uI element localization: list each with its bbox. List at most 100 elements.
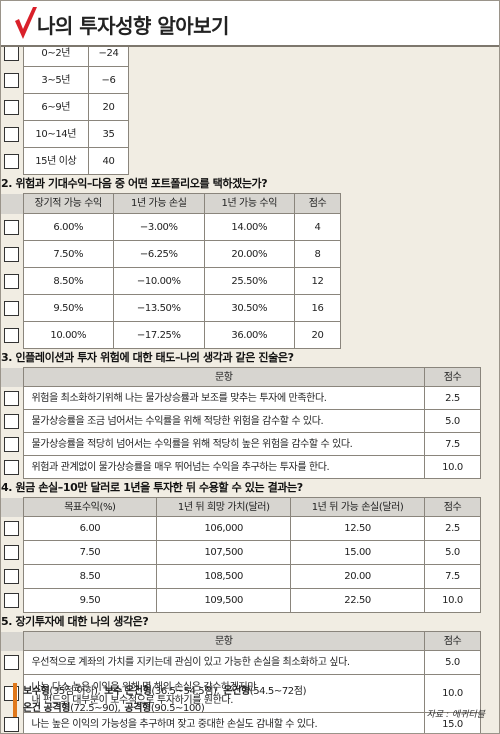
legend-name: 보수 온건형	[104, 686, 152, 697]
checkbox	[4, 45, 20, 61]
checkbox	[4, 545, 20, 560]
legend-range: (72.5~90),	[70, 703, 121, 714]
cell: 15.0	[424, 712, 481, 733]
cell: 35	[88, 120, 129, 148]
cell: 30.50%	[203, 294, 295, 322]
column-header: 1년 가능 수익	[203, 193, 295, 214]
column-header: 문항	[22, 631, 425, 651]
checkbox-cell	[1, 456, 23, 479]
checkbox	[4, 327, 20, 343]
row: 위험을 최소화하기위해 나는 물가상승률과 보조를 맞추는 투자에 만족한다. 2…	[1, 386, 481, 410]
checkbox	[4, 126, 20, 142]
cell: 7.50%	[22, 240, 114, 268]
section-title: 4. 원금 손실–10만 달러로 1년을 투자한 뒤 수용할 수 있는 결과는?	[1, 481, 303, 494]
cell: 7.5	[424, 564, 481, 589]
column-header: 1년 뒤 가능 손실(달러)	[290, 497, 425, 517]
header-row: 장기적 가능 수익 1년 가능 손실 1년 가능 수익 점수	[1, 193, 341, 214]
cell: 10.00%	[22, 321, 114, 349]
legend-range: (36.5~54.5점),	[151, 686, 220, 697]
row: 6.00% −3.00% 14.00% 4	[1, 213, 341, 241]
cell: −3.00%	[113, 213, 205, 241]
cell: 3~5년	[22, 66, 89, 94]
table: 장기적 가능 수익 1년 가능 손실 1년 가능 수익 점수 6.00% −3.00% 14…	[1, 193, 341, 349]
column-header: 1년 가능 손실	[113, 193, 205, 214]
legend-range: (35점 이하),	[49, 686, 101, 697]
row: 우선적으로 계좌의 가치를 지키는데 관심이 있고 가능한 손실을 최소화하고 …	[1, 650, 481, 675]
cell: 나는 높은 이익의 가능성을 추구하며 잦고 중대한 손실도 감내할 수 있다.	[22, 712, 425, 733]
checkbox	[4, 273, 20, 289]
cell: 22.50	[290, 588, 425, 613]
checkbox-cell	[1, 241, 23, 268]
check-mark	[15, 7, 37, 39]
cell: 10~14년	[22, 120, 89, 148]
row: 나는 높은 이익의 가능성을 추구하며 잦고 중대한 손실도 감내할 수 있다.…	[1, 712, 481, 733]
row: 물가상승률을 조금 넘어서는 수익률을 위해 적당한 위험을 감수할 수 있다.…	[1, 409, 481, 433]
row: 15년 이상 40	[1, 147, 129, 175]
checkbox	[4, 569, 20, 584]
checkbox	[4, 717, 20, 732]
cell: 8	[294, 240, 341, 268]
checkbox-cell	[1, 295, 23, 322]
cell: 8.50%	[22, 267, 114, 295]
row: 6.00 106,000 12.50 2.5	[1, 516, 481, 541]
checkbox	[4, 246, 20, 262]
table: 목표수익(%) 1년 뒤 희망 가치(달러) 1년 뒤 가능 손실(달러) 점수 6.0…	[1, 497, 481, 613]
cell: 20	[88, 93, 129, 121]
row: 위험과 관계없이 물가상승률을 매우 뛰어넘는 수익을 추구하는 투자를 한다.…	[1, 455, 481, 479]
checkbox	[4, 72, 20, 88]
cell: 108,500	[156, 564, 292, 589]
cell: 8.50	[22, 564, 158, 589]
section-title: 2. 위험과 기대수익–다음 중 어떤 포트폴리오를 택하겠는가?	[1, 177, 268, 190]
checkbox-cell	[1, 433, 23, 456]
row: 7.50% −6.25% 20.00% 8	[1, 240, 341, 268]
legend-line: 보수형(35점 이하), 보수 온건형(36.5~54.5점), 온건형(54.5~…	[23, 683, 499, 700]
header-row: 문항 점수	[1, 367, 481, 387]
checkbox-cell	[1, 541, 23, 565]
checkbox-cell	[1, 94, 23, 121]
header-row: 목표수익(%) 1년 뒤 희망 가치(달러) 1년 뒤 가능 손실(달러) 점수	[1, 497, 481, 517]
column-header: 장기적 가능 수익	[22, 193, 114, 214]
cell: 109,500	[156, 588, 292, 613]
cell: 10.0	[424, 455, 481, 479]
cell: 10.0	[424, 588, 481, 613]
section: 4. 원금 손실–10만 달러로 1년을 투자한 뒤 수용할 수 있는 결과는?…	[1, 479, 481, 613]
checkbox	[4, 593, 20, 608]
checkbox-cell	[1, 193, 23, 214]
cell: 물가상승률을 조금 넘어서는 수익률을 위해 적당한 위험을 감수할 수 있다.	[22, 409, 425, 433]
cell: −10.00%	[113, 267, 205, 295]
section-title: 5. 장기투자에 대한 나의 생각은?	[1, 615, 149, 628]
cell: 20	[294, 321, 341, 349]
legend-name: 온건형	[223, 686, 250, 697]
column-header: 목표수익(%)	[22, 497, 158, 517]
column-header: 점수	[424, 631, 481, 651]
checkbox-cell	[1, 148, 23, 175]
cell: 7.5	[424, 432, 481, 456]
cell: −17.25%	[113, 321, 205, 349]
checkbox-cell	[1, 322, 23, 349]
legend-range: (90.5~100)	[150, 703, 205, 714]
cell: 10.0	[424, 674, 481, 713]
cell: 위험과 관계없이 물가상승률을 매우 뛰어넘는 수익을 추구하는 투자를 한다.	[22, 455, 425, 479]
cell: 6~9년	[22, 93, 89, 121]
cell: 107,500	[156, 540, 292, 565]
checkbox	[4, 300, 20, 316]
cell: 20.00%	[203, 240, 295, 268]
checkbox	[4, 436, 20, 452]
checkbox	[4, 153, 20, 169]
cell: 나는 다소 높은 이익을 위해 몇 해의 손실은 감수하겠지만 내 펀드의 대부…	[22, 674, 425, 713]
cell: 15.00	[290, 540, 425, 565]
header-row: 문항 점수	[1, 631, 481, 651]
legend-line: 온건 공격형(72.5~90), 공격형(90.5~100)	[23, 700, 499, 717]
checkbox-cell	[1, 631, 23, 651]
column-header: 점수	[424, 497, 481, 517]
cell: 40	[88, 147, 129, 175]
cell: 20.00	[290, 564, 425, 589]
cell: 위험을 최소화하기위해 나는 물가상승률과 보조를 맞추는 투자에 만족한다.	[22, 386, 425, 410]
legend-name: 공격형	[124, 703, 151, 714]
title-bar: 나의 투자성향 알아보기	[1, 1, 499, 47]
cell: −6.25%	[113, 240, 205, 268]
checkbox-cell	[1, 367, 23, 387]
cell: 36.00%	[203, 321, 295, 349]
cell: 15년 이상	[22, 147, 89, 175]
